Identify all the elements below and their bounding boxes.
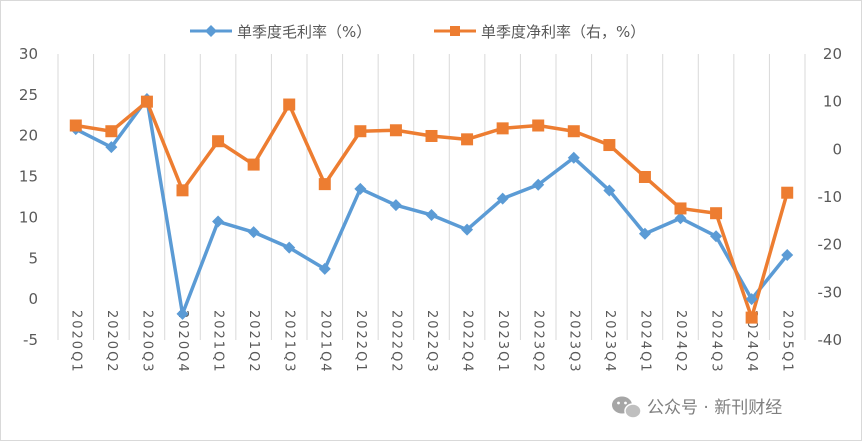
- data-point-gross-margin: [674, 212, 687, 225]
- x-tick-label: 2024Q1: [637, 310, 652, 374]
- data-point-net-margin: [105, 125, 118, 138]
- data-point-net-margin: [247, 158, 260, 171]
- axes: 30 25 20 15 10 5 0 -5 20 10 0 -10 -20 -30 -40 2020Q1 202…: [19, 45, 842, 374]
- x-tick-label: 2022Q4: [460, 310, 475, 374]
- y-right-tick-label: -40: [818, 331, 843, 349]
- data-point-gross-margin: [496, 192, 509, 205]
- data-point-net-margin: [354, 125, 367, 138]
- x-tick-label: 2023Q4: [602, 310, 617, 374]
- x-tick-label: 2021Q3: [282, 310, 297, 374]
- y-right-tick-label: 10: [823, 93, 842, 111]
- data-point-net-margin: [710, 207, 723, 220]
- x-tick-label: 2021Q1: [211, 310, 226, 374]
- data-point-net-margin: [781, 186, 794, 199]
- data-point-net-margin: [496, 122, 509, 135]
- data-point-gross-margin: [745, 293, 758, 306]
- wechat-icon: [612, 396, 642, 419]
- x-tick-label: 2023Q1: [495, 310, 510, 374]
- data-point-net-margin: [745, 311, 758, 324]
- y-left-tick-label: 10: [19, 208, 38, 226]
- data-point-net-margin: [532, 119, 545, 132]
- data-point-gross-margin: [710, 230, 723, 243]
- data-point-gross-margin: [389, 199, 402, 212]
- data-point-gross-margin: [105, 141, 118, 154]
- data-point-net-margin: [603, 139, 616, 152]
- watermark: 公众号 · 新刊财经: [612, 396, 782, 419]
- x-tick-label: 2023Q2: [531, 310, 546, 374]
- data-point-net-margin: [425, 129, 438, 142]
- x-tick-label: 2021Q4: [317, 310, 332, 374]
- x-tick-label: 2024Q4: [744, 310, 759, 374]
- data-point-gross-margin: [461, 223, 474, 236]
- x-tick-label: 2024Q2: [673, 310, 688, 374]
- x-tick-label: 2020Q2: [104, 310, 119, 374]
- data-point-net-margin: [176, 184, 189, 197]
- data-point-net-margin: [638, 170, 651, 183]
- y-right-tick-label: -30: [818, 283, 843, 301]
- y-left-tick-label: 15: [19, 168, 38, 186]
- x-tick-label: 2020Q3: [139, 310, 154, 374]
- legend-marker-gross-margin: [205, 25, 217, 37]
- y-right-tick-label: 20: [823, 45, 842, 63]
- watermark-text: 公众号 · 新刊财经: [647, 398, 782, 418]
- data-point-gross-margin: [318, 262, 331, 275]
- data-point-gross-margin: [176, 307, 189, 320]
- x-tick-label: 2021Q2: [246, 310, 261, 374]
- y-left-tick-label: 0: [28, 290, 38, 308]
- y-left-tick-label: 30: [19, 45, 38, 63]
- x-tick-label: 2025Q1: [780, 310, 795, 374]
- x-tick-label: 2022Q2: [388, 310, 403, 374]
- x-tick-label: 2023Q3: [566, 310, 581, 374]
- y-right-tick-label: 0: [832, 140, 842, 158]
- x-tick-label: 2022Q1: [353, 310, 368, 374]
- data-point-gross-margin: [532, 178, 545, 191]
- data-point-gross-margin: [781, 249, 794, 262]
- data-point-gross-margin: [567, 151, 580, 164]
- data-point-net-margin: [212, 135, 225, 148]
- data-point-net-margin: [674, 202, 687, 215]
- data-point-net-margin: [140, 95, 153, 108]
- data-point-net-margin: [461, 133, 474, 146]
- data-point-gross-margin: [212, 215, 225, 228]
- data-point-net-margin: [567, 125, 580, 138]
- grid-lines: [57, 54, 806, 340]
- y-left-tick-label: 5: [28, 249, 38, 267]
- data-point-gross-margin: [425, 208, 438, 221]
- y-right-tick-label: -20: [818, 236, 843, 254]
- x-tick-label: 2024Q3: [709, 310, 724, 374]
- legend-label-net-margin: 单季度净利率（右，%）: [481, 23, 645, 41]
- y-left-tick-label: 20: [19, 127, 38, 145]
- data-point-gross-margin: [283, 241, 296, 254]
- data-point-gross-margin: [603, 184, 616, 197]
- y-right-tick-label: -10: [818, 188, 843, 206]
- series: [69, 92, 794, 324]
- data-point-net-margin: [283, 98, 296, 111]
- x-tick-label: 2020Q1: [68, 310, 83, 374]
- data-point-net-margin: [318, 178, 331, 191]
- legend-marker-net-margin: [450, 26, 460, 36]
- x-tick-label: 2022Q3: [424, 310, 439, 374]
- x-tick-label: 2020Q4: [175, 310, 190, 374]
- data-point-net-margin: [389, 124, 402, 137]
- data-point-gross-margin: [354, 182, 367, 195]
- legend-label-gross-margin: 单季度毛利率（%）: [237, 23, 371, 41]
- legend: 单季度毛利率（%） 单季度净利率（右，%）: [190, 23, 645, 41]
- data-point-gross-margin: [247, 226, 260, 239]
- y-left-tick-label: -5: [23, 331, 38, 349]
- data-point-net-margin: [69, 119, 82, 132]
- data-point-gross-margin: [638, 227, 651, 240]
- y-left-tick-label: 25: [19, 86, 38, 104]
